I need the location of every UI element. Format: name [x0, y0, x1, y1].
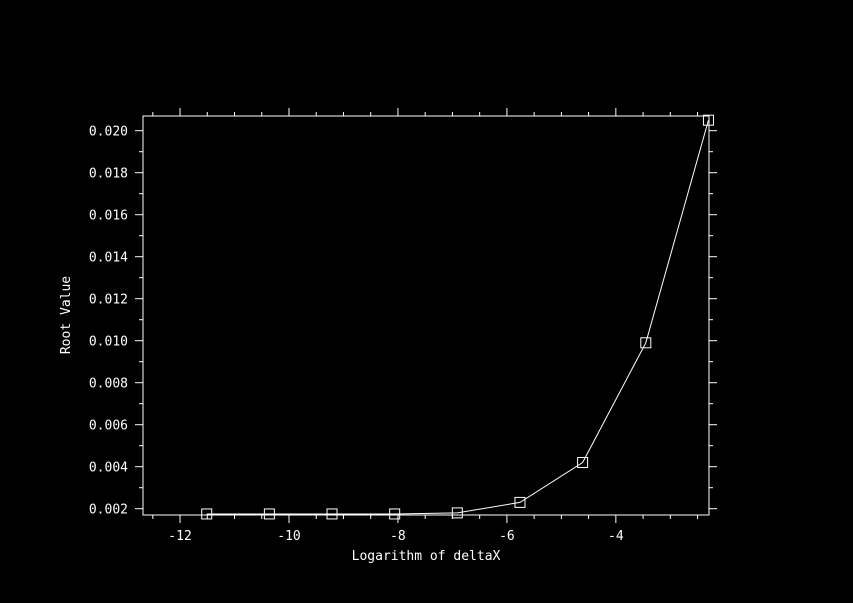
data-point-marker — [263, 508, 275, 520]
y-axis-title: Root Value — [59, 276, 74, 354]
y-axis-ticks: 0.002 0.004 0.006 0.008 0.010 0.012 0.014 0.016… — [89, 125, 717, 518]
y-tick-label: 0.002 — [89, 503, 128, 518]
y-tick-label: 0.016 — [89, 209, 128, 224]
x-axis-title: Logarithm of deltaX — [352, 549, 501, 564]
data-point-marker — [514, 496, 526, 508]
plot-frame — [142, 115, 710, 516]
x-tick-label: -4 — [608, 529, 624, 544]
data-point-marker — [640, 337, 652, 349]
y-tick-label: 0.008 — [89, 377, 128, 392]
x-tick-label: -10 — [277, 529, 300, 544]
data-point-marker — [702, 114, 714, 126]
data-point-marker — [577, 457, 589, 468]
y-tick-label: 0.006 — [89, 419, 128, 434]
y-tick-label: 0.014 — [89, 251, 128, 266]
x-axis-ticks: -12 -10 -8 -6 -4 — [152, 108, 699, 544]
data-point-marker — [451, 507, 463, 519]
y-tick-label: 0.010 — [89, 335, 128, 350]
y-tick-label: 0.012 — [89, 293, 128, 308]
data-point-marker — [389, 508, 401, 520]
series-group — [201, 114, 714, 520]
y-tick-label: 0.020 — [89, 125, 128, 140]
y-tick-label: 0.018 — [89, 167, 128, 182]
series-line — [206, 120, 709, 515]
y-tick-label: 0.004 — [89, 461, 128, 476]
x-tick-label: -8 — [390, 529, 406, 544]
data-point-marker — [326, 508, 338, 520]
data-point-marker — [201, 508, 213, 520]
x-tick-label: -12 — [168, 529, 191, 544]
x-tick-label: -6 — [499, 529, 515, 544]
